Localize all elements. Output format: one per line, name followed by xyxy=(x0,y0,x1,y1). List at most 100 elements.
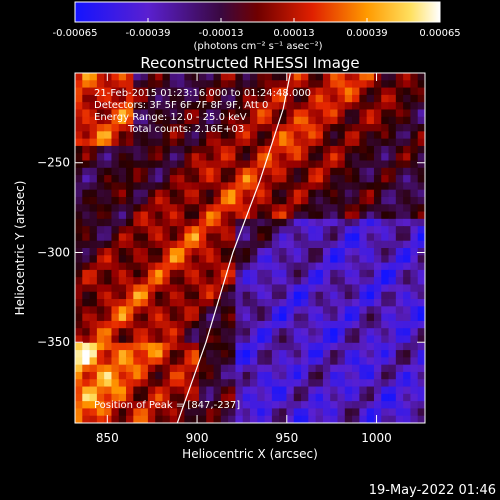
heatmap-cell xyxy=(257,175,265,183)
heatmap-cell xyxy=(213,175,222,183)
heatmap-cell xyxy=(126,218,134,227)
heatmap-cell xyxy=(111,255,120,263)
heatmap-cell xyxy=(373,350,382,358)
heatmap-cell xyxy=(388,357,397,366)
heatmap-cell xyxy=(366,138,375,147)
heatmap-cell xyxy=(111,80,120,88)
heatmap-cell xyxy=(388,116,397,125)
heatmap-cell xyxy=(177,401,185,409)
heatmap-cell xyxy=(271,350,280,358)
heatmap-cell xyxy=(271,364,280,373)
heatmap-cell xyxy=(213,94,222,103)
heatmap-cell xyxy=(147,379,156,387)
heatmap-cell xyxy=(82,182,90,191)
heatmap-cell xyxy=(271,408,280,417)
heatmap-cell xyxy=(264,87,273,96)
heatmap-cell xyxy=(417,386,426,395)
heatmap-cell xyxy=(191,393,200,402)
heatmap-cell xyxy=(228,255,236,263)
heatmap-cell xyxy=(235,116,244,125)
heatmap-cell xyxy=(198,218,207,227)
heatmap-cell xyxy=(301,299,309,307)
heatmap-cell xyxy=(169,342,178,351)
heatmap-cell xyxy=(395,240,404,249)
heatmap-cell xyxy=(220,87,229,96)
heatmap-cell xyxy=(286,116,295,125)
heatmap-cell xyxy=(126,196,134,205)
heatmap-cell xyxy=(315,109,324,118)
heatmap-cell xyxy=(366,233,375,242)
heatmap-cell xyxy=(410,357,419,366)
heatmap-cell xyxy=(96,80,105,88)
heatmap-cell xyxy=(104,131,112,140)
heatmap-cell xyxy=(330,116,338,125)
heatmap-cell xyxy=(140,277,149,285)
heatmap-cell xyxy=(155,218,163,227)
heatmap-cell xyxy=(162,299,171,307)
heatmap-cell xyxy=(169,320,178,329)
heatmap-cell xyxy=(286,284,295,293)
heatmap-cell xyxy=(118,408,127,417)
heatmap-cell xyxy=(133,175,142,183)
heatmap-cell xyxy=(264,393,273,402)
heatmap-cell xyxy=(155,328,163,336)
heatmap-cell xyxy=(140,291,149,300)
heatmap-cell xyxy=(155,262,163,271)
heatmap-cell xyxy=(359,364,368,373)
heatmap-cell xyxy=(315,357,324,366)
heatmap-cell xyxy=(286,379,295,387)
heatmap-cell xyxy=(191,153,200,161)
heatmap-cell xyxy=(250,335,258,344)
heatmap-cell xyxy=(169,138,178,147)
heatmap-cell xyxy=(344,211,353,220)
heatmap-cell xyxy=(213,401,222,409)
heatmap-cell xyxy=(184,328,193,336)
heatmap-cell xyxy=(111,233,120,242)
heatmap-cell xyxy=(293,204,302,212)
heatmap-cell xyxy=(184,371,193,380)
heatmap-cell xyxy=(228,167,236,176)
heatmap-cell xyxy=(82,153,90,161)
heatmap-cell xyxy=(126,145,134,154)
heatmap-cell xyxy=(337,196,346,205)
heatmap-cell xyxy=(155,248,163,256)
heatmap-cell xyxy=(366,102,375,110)
heatmap-cell xyxy=(301,262,309,271)
heatmap-cell xyxy=(250,204,258,212)
heatmap-cell xyxy=(89,102,98,110)
heatmap-cell xyxy=(344,364,353,373)
heatmap-cell xyxy=(403,175,411,183)
heatmap-cell xyxy=(118,160,127,169)
heatmap-cell xyxy=(235,291,244,300)
heatmap-cell xyxy=(96,299,105,307)
heatmap-cell xyxy=(373,393,382,402)
heatmap-cell xyxy=(403,364,411,373)
heatmap-cell xyxy=(147,94,156,103)
heatmap-cell xyxy=(111,211,120,220)
heatmap-cell xyxy=(213,284,222,293)
heatmap-cell xyxy=(206,328,214,336)
heatmap-cell xyxy=(315,313,324,322)
heatmap-cell xyxy=(344,320,353,329)
heatmap-cell xyxy=(344,204,353,212)
heatmap-cell xyxy=(96,153,105,161)
heatmap-cell xyxy=(104,313,112,322)
heatmap-cell xyxy=(381,299,389,307)
heatmap-cell xyxy=(352,196,360,205)
heatmap-cell xyxy=(279,124,287,132)
heatmap-cell xyxy=(126,189,134,198)
heatmap-cell xyxy=(366,277,375,285)
heatmap-cell xyxy=(198,277,207,285)
heatmap-cell xyxy=(169,218,178,227)
heatmap-cell xyxy=(315,386,324,395)
heatmap-cell xyxy=(133,80,142,88)
heatmap-cell xyxy=(147,109,156,118)
heatmap-cell xyxy=(242,175,251,183)
heatmap-cell xyxy=(75,284,83,293)
heatmap-cell xyxy=(228,320,236,329)
heatmap-cell xyxy=(177,306,185,315)
heatmap-cell xyxy=(330,350,338,358)
heatmap-cell xyxy=(126,87,134,96)
heatmap-cell xyxy=(250,371,258,380)
heatmap-cell xyxy=(344,109,353,118)
